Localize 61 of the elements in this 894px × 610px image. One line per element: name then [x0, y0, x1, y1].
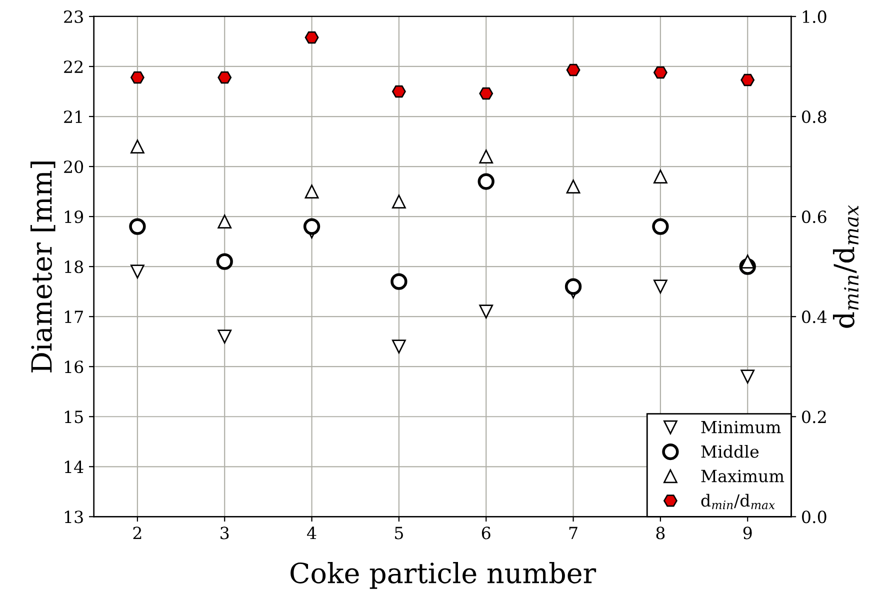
point: [392, 85, 406, 98]
y-tick-label: 18: [64, 260, 84, 274]
point: [654, 170, 668, 184]
point: [479, 304, 494, 319]
point: [129, 218, 146, 235]
point: [740, 74, 755, 86]
point: [479, 150, 494, 164]
point: [740, 254, 755, 269]
x-tick-label: 2: [133, 526, 142, 540]
y-tick-label: 20: [64, 160, 84, 174]
point: [392, 194, 406, 208]
point: [566, 180, 580, 194]
y-tick-label: 13: [64, 510, 83, 524]
point: [130, 140, 144, 154]
legend-label: d$_{min}$/d$_{max}$: [701, 494, 775, 510]
y-tick-label: 23: [64, 10, 83, 24]
point: [218, 330, 232, 344]
point: [564, 278, 582, 295]
x-tick-label: 9: [743, 526, 752, 540]
point: [478, 173, 494, 190]
point: [130, 264, 144, 279]
x-tick-label: 4: [306, 526, 316, 540]
legend-label: Middle: [701, 444, 759, 458]
y2-tick-label: 0.2: [802, 410, 826, 424]
y2-axis-title: d$_{min}$/d$_{max}$: [832, 205, 859, 328]
y-tick-label: 17: [64, 310, 83, 323]
point: [303, 218, 320, 235]
point: [392, 340, 406, 354]
y-tick-label: 19: [64, 210, 84, 224]
x-tick-label: 7: [569, 526, 578, 540]
point: [654, 66, 668, 79]
point: [479, 87, 494, 100]
y-axis-title: Diameter [mm]: [30, 162, 56, 372]
point: [390, 273, 408, 290]
x-axis-title: Coke particle number: [290, 562, 596, 589]
legend-label: Minimum: [701, 420, 781, 434]
y2-tick-label: 0.0: [802, 510, 826, 524]
point: [566, 64, 580, 76]
y-tick-label: 22: [64, 60, 83, 73]
point: [740, 370, 755, 384]
y-tick-label: 21: [64, 110, 82, 123]
point: [304, 184, 319, 198]
point: [218, 71, 232, 84]
y2-tick-label: 1.0: [802, 10, 826, 24]
y2-tick-label: 0.8: [802, 110, 826, 124]
point: [218, 214, 232, 228]
y-tick-label: 16: [64, 360, 84, 374]
y-tick-label: 15: [64, 410, 83, 424]
legend-label: Maximum: [701, 470, 784, 482]
x-tick-label: 3: [220, 526, 229, 540]
y2-tick-label: 0.6: [802, 210, 826, 224]
y2-tick-label: 0.4: [802, 310, 827, 324]
x-tick-label: 8: [656, 526, 665, 540]
x-tick-label: 5: [395, 526, 403, 540]
point: [654, 280, 668, 294]
point: [216, 253, 233, 270]
point: [130, 71, 144, 84]
x-tick-label: 6: [482, 526, 490, 540]
y-tick-label: 14: [64, 460, 84, 473]
point: [304, 31, 319, 44]
point: [652, 218, 669, 235]
